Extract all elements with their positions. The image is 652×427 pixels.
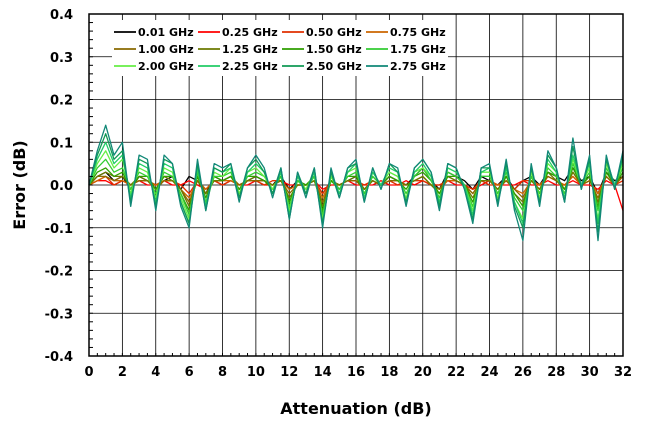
minor-ticks: [88, 13, 624, 357]
x-tick-label: 22: [447, 365, 465, 380]
x-tick-label: 8: [218, 365, 227, 380]
y-tick-label: 0.4: [50, 8, 73, 23]
y-tick-label: -0.1: [45, 222, 73, 237]
y-tick-label: 0.1: [50, 136, 73, 151]
legend-label: 0.50 GHz: [306, 26, 362, 39]
x-tick-label: 26: [514, 365, 532, 380]
legend-label: 1.00 GHz: [138, 43, 194, 56]
x-tick-label: 32: [614, 365, 632, 380]
y-tick-labels: -0.4 -0.3 -0.2 -0.1 0.0 0.1 0.2 0.3 0.4: [45, 8, 73, 365]
x-tick-label: 20: [414, 365, 432, 380]
series-line: [88, 124, 624, 242]
legend-label: 2.50 GHz: [306, 60, 362, 73]
y-axis-title: Error (dB): [10, 140, 29, 229]
x-tick-label: 4: [151, 365, 160, 380]
x-tick-label: 28: [547, 365, 565, 380]
series-line: [88, 180, 624, 211]
legend-label: 0.75 GHz: [390, 26, 446, 39]
x-tick-label: 2: [118, 365, 127, 380]
series-lines: [88, 124, 624, 242]
x-tick-label: 6: [185, 365, 194, 380]
legend-label: 1.50 GHz: [306, 43, 362, 56]
legend-label: 0.01 GHz: [138, 26, 194, 39]
x-tick-label: 30: [581, 365, 599, 380]
x-tick-label: 12: [280, 365, 298, 380]
x-tick-labels: 0 2 4 6 8 10 12 14 16 18 20 22 24 26 28 30 32: [84, 365, 632, 380]
legend-label: 1.75 GHz: [390, 43, 446, 56]
legend-box: [112, 20, 448, 76]
legend-label: 2.75 GHz: [390, 60, 446, 73]
x-tick-label: 10: [247, 365, 265, 380]
y-tick-label: 0.0: [50, 179, 73, 194]
y-tick-label: 0.2: [50, 94, 73, 109]
x-tick-label: 24: [480, 365, 498, 380]
x-tick-label: 0: [84, 365, 93, 380]
legend-label: 1.25 GHz: [222, 43, 278, 56]
x-axis-title: Attenuation (dB): [280, 399, 431, 418]
y-tick-label: -0.2: [45, 265, 73, 280]
legend-label: 2.25 GHz: [222, 60, 278, 73]
legend-label: 0.25 GHz: [222, 26, 278, 39]
x-tick-label: 14: [314, 365, 332, 380]
y-tick-label: -0.3: [45, 307, 73, 322]
x-tick-label: 18: [380, 365, 398, 380]
x-tick-label: 16: [347, 365, 365, 380]
y-tick-label: 0.3: [50, 51, 73, 66]
legend: 0.01 GHz 0.25 GHz 0.50 GHz 0.75 GHz 1.00 GHz…: [112, 20, 448, 76]
legend-label: 2.00 GHz: [138, 60, 194, 73]
y-tick-label: -0.4: [45, 350, 73, 365]
